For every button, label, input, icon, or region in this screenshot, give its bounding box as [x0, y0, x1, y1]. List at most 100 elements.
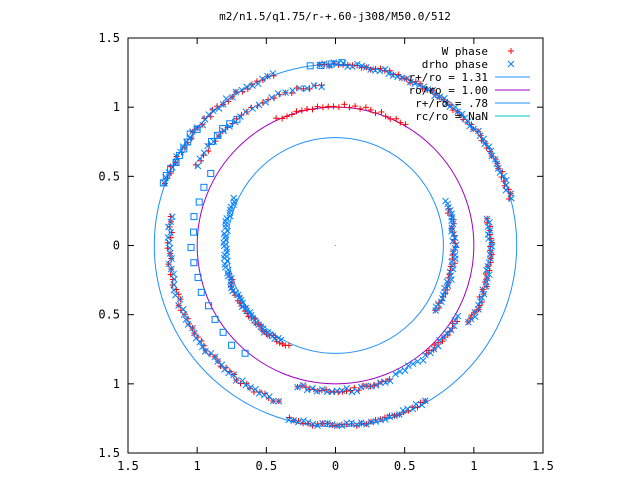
- drho-phase-point: [242, 381, 250, 389]
- drho-phase-point: [179, 305, 187, 313]
- w-phase-point: [288, 111, 295, 118]
- w-phase-point: [198, 157, 205, 164]
- w-phase-point: [346, 104, 353, 111]
- drho-phase-point: [269, 70, 277, 77]
- drho-phase-square: [327, 60, 335, 68]
- drho-phase-point: [372, 382, 380, 389]
- drho-phase-point: [175, 302, 182, 309]
- drho-phase-point: [466, 122, 473, 130]
- drho-phase-square: [204, 302, 212, 310]
- w-phase-point: [425, 347, 432, 354]
- drho-phase-point: [198, 343, 206, 351]
- w-phase-point: [357, 105, 364, 112]
- drho-phase-point: [442, 100, 450, 108]
- axis-ticks: 1.5 1 0.5 0 0.5 1 1.51.510.500.511.5: [98, 31, 554, 473]
- drho-phase-point: [454, 108, 461, 116]
- legend-label: drho phase: [422, 58, 488, 71]
- drho-phase-point: [363, 421, 370, 428]
- drho-phase-point: [441, 94, 448, 102]
- drho-phase-point: [200, 149, 208, 157]
- drho-phase-point: [166, 250, 174, 257]
- drho-phase-point: [353, 421, 360, 428]
- drho-phase-point: [496, 169, 504, 177]
- drho-phase-point: [476, 132, 484, 140]
- drho-phase-point: [377, 379, 384, 387]
- drho-phase-point: [484, 223, 492, 231]
- legend-label: ro/ro = 1.00: [409, 84, 488, 97]
- drho-phase-point: [167, 218, 175, 226]
- drho-phase-point: [277, 336, 285, 344]
- drho-phase-point: [401, 367, 409, 374]
- drho-phase-point: [487, 147, 495, 155]
- drho-phase-point: [449, 248, 457, 256]
- w-phase-point: [325, 103, 332, 110]
- w-phase-point: [323, 386, 330, 393]
- drho-phase-point: [367, 66, 374, 73]
- drho-phase-square: [190, 228, 198, 236]
- w-phase-point: [387, 115, 394, 122]
- drho-phase-point: [309, 385, 316, 392]
- legend-label: r+/ro = .78: [415, 97, 488, 110]
- y-tick-label: 1: [113, 377, 120, 391]
- w-phase-point: [192, 161, 199, 168]
- drho-phase-point: [223, 245, 230, 253]
- drho-phase-point: [458, 110, 466, 118]
- w-phase-point: [349, 62, 356, 69]
- w-phase-point: [314, 103, 321, 110]
- drho-phase-square: [162, 171, 170, 179]
- w-phase-point: [225, 98, 232, 105]
- drho-phase-point: [470, 125, 477, 133]
- y-tick-label: 0.5: [98, 169, 120, 183]
- drho-phase-point: [357, 383, 365, 391]
- drho-phase-point: [167, 265, 175, 273]
- drho-phase-point: [249, 82, 256, 89]
- drho-phase-point: [313, 387, 321, 395]
- drho-phase-square: [187, 243, 195, 251]
- w-phase-point: [244, 85, 251, 92]
- drho-phase-point: [230, 371, 238, 379]
- w-phase-point: [335, 104, 342, 111]
- drho-phase-point: [442, 197, 449, 205]
- drho-phase-point: [324, 419, 331, 427]
- x-tick-label: 1: [470, 459, 477, 473]
- drho-phase-point: [477, 298, 484, 305]
- drho-phase-point: [222, 224, 229, 231]
- drho-phase-point: [467, 315, 475, 323]
- drho-phase-point: [420, 83, 428, 91]
- drho-phase-point: [303, 84, 311, 92]
- drho-phase-point: [485, 259, 493, 266]
- y-tick-label: 0: [113, 239, 120, 253]
- w-phase-point: [273, 115, 280, 122]
- drho-phase-point: [328, 421, 336, 428]
- drho-phase-square: [195, 198, 203, 206]
- drho-phase-point: [435, 336, 443, 344]
- drho-phase-point: [486, 251, 494, 258]
- y-tick-label: 0.5: [98, 308, 120, 322]
- x-tick-label: 0: [332, 459, 339, 473]
- drho-phase-point: [165, 260, 173, 268]
- drho-phase-square: [159, 179, 167, 187]
- w-phase-point: [378, 108, 385, 115]
- drho-phase-point: [289, 87, 296, 94]
- drho-phase-point: [443, 278, 451, 286]
- drho-phase-point: [430, 345, 438, 353]
- drho-phase-point: [170, 286, 178, 294]
- drho-phase-square: [241, 349, 249, 357]
- drho-phase-point: [483, 275, 491, 282]
- drho-phase-point: [239, 377, 246, 384]
- legend-label: r+/ro = 1.31: [409, 71, 488, 84]
- drho-phase-point: [323, 388, 331, 396]
- drho-phase-point: [214, 358, 222, 365]
- drho-phase-square: [338, 59, 346, 67]
- drho-phase-point: [474, 301, 482, 309]
- w-phase-point: [402, 121, 409, 128]
- drho-phase-point: [484, 262, 492, 270]
- w-phase-point: [283, 113, 290, 120]
- drho-phase-point: [300, 417, 307, 424]
- drho-phase-point: [166, 244, 174, 252]
- drho-phase-point: [493, 160, 501, 168]
- w-phase-point: [372, 110, 379, 117]
- w-phase-point: [352, 103, 359, 110]
- drho-phase-point: [353, 60, 361, 68]
